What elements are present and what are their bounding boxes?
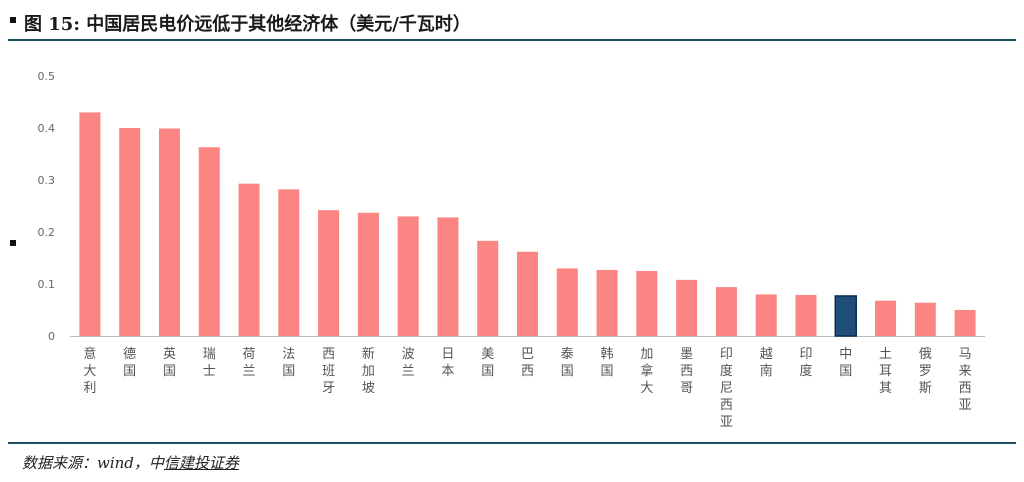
x-category-label: 巴西	[521, 347, 534, 379]
x-category-label: 德国	[123, 347, 136, 379]
bar	[517, 251, 538, 336]
title-rule	[8, 39, 1016, 41]
bar	[795, 294, 817, 336]
bar	[278, 189, 300, 336]
bar	[596, 269, 618, 336]
bar	[198, 147, 220, 336]
x-category-label: 中国	[839, 347, 852, 379]
bar	[715, 287, 737, 336]
x-category-label: 土耳其	[879, 347, 892, 396]
footer-rule	[8, 442, 1016, 444]
y-tick-label: 0.5	[38, 70, 56, 83]
y-axis: 0 0.1 0.2 0.3 0.4 0.5	[38, 70, 56, 343]
source-prefix: 数据来源：wind，中	[22, 454, 164, 472]
bar	[556, 268, 578, 336]
bar-highlight	[834, 295, 858, 337]
bar	[318, 210, 340, 336]
y-tick-label: 0.2	[38, 226, 56, 239]
figure-title-bar: 图 15: 中国居民电价远低于其他经济体（美元/千瓦时）	[10, 10, 1014, 38]
y-tick-label: 0.4	[38, 122, 56, 135]
bar	[954, 310, 976, 336]
bar	[397, 216, 419, 336]
x-category-label: 法国	[282, 347, 295, 379]
x-category-label: 荷兰	[243, 347, 256, 379]
source-note: 数据来源：wind，中信建投证券	[22, 452, 239, 473]
x-category-label: 美国	[481, 347, 494, 379]
x-category-label: 泰国	[561, 347, 574, 379]
x-category-label: 英国	[163, 347, 176, 379]
bar	[875, 300, 897, 336]
x-category-label: 印度尼西亚	[720, 347, 733, 430]
bar	[158, 128, 180, 336]
x-category-label: 俄罗斯	[919, 347, 932, 396]
x-category-label: 日本	[441, 347, 454, 379]
x-category-label: 西班牙	[322, 347, 335, 396]
bar	[914, 302, 936, 336]
y-tick-label: 0.3	[38, 174, 56, 187]
x-category-label: 加拿大	[640, 347, 653, 396]
x-category-label: 瑞士	[203, 347, 216, 379]
x-category-label: 波兰	[402, 347, 415, 379]
x-category-label: 意大利	[83, 346, 96, 396]
bars	[79, 112, 976, 337]
x-category-label: 马来西亚	[959, 347, 972, 413]
bar	[357, 212, 379, 336]
x-category-label: 印度	[799, 347, 812, 379]
bar	[119, 128, 141, 336]
figure-title: 图 15: 中国居民电价远低于其他经济体（美元/千瓦时）	[24, 14, 471, 35]
bar	[238, 183, 260, 336]
y-tick-label: 0	[48, 330, 55, 343]
bar	[437, 217, 459, 336]
bar	[477, 240, 499, 336]
side-bullet	[10, 240, 16, 246]
bar	[79, 112, 101, 337]
source-brand: 信建投证券	[163, 454, 239, 472]
bar	[755, 294, 777, 336]
bar	[676, 279, 698, 336]
x-category-label: 新加坡	[362, 346, 375, 396]
y-tick-label: 0.1	[38, 278, 56, 291]
title-bullet	[10, 17, 16, 23]
x-category-label: 越南	[760, 347, 773, 379]
x-category-label: 韩国	[601, 347, 614, 379]
bar	[636, 271, 658, 336]
x-category-label: 墨西哥	[680, 347, 693, 396]
